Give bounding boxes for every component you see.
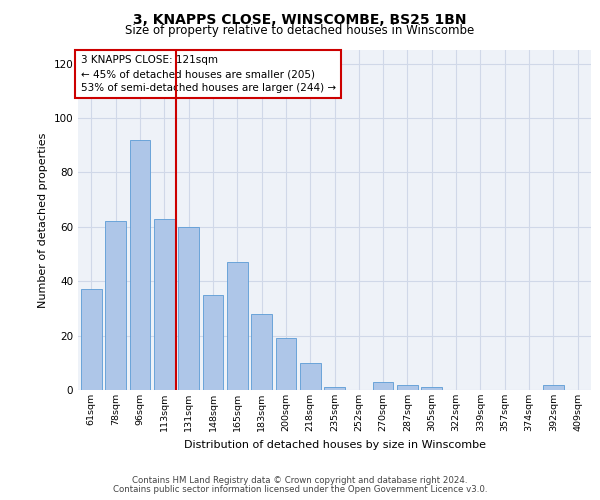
- Bar: [106, 222, 126, 390]
- Bar: [251, 314, 272, 390]
- Bar: [203, 295, 223, 390]
- Text: Contains HM Land Registry data © Crown copyright and database right 2024.: Contains HM Land Registry data © Crown c…: [132, 476, 468, 485]
- Bar: [154, 218, 175, 390]
- Bar: [397, 384, 418, 390]
- Bar: [81, 290, 102, 390]
- Bar: [130, 140, 151, 390]
- Text: Contains public sector information licensed under the Open Government Licence v3: Contains public sector information licen…: [113, 485, 487, 494]
- Bar: [543, 384, 563, 390]
- Bar: [227, 262, 248, 390]
- Y-axis label: Number of detached properties: Number of detached properties: [38, 132, 48, 308]
- Bar: [300, 363, 320, 390]
- Bar: [178, 227, 199, 390]
- Text: Size of property relative to detached houses in Winscombe: Size of property relative to detached ho…: [125, 24, 475, 37]
- Bar: [275, 338, 296, 390]
- Bar: [324, 388, 345, 390]
- Text: 3, KNAPPS CLOSE, WINSCOMBE, BS25 1BN: 3, KNAPPS CLOSE, WINSCOMBE, BS25 1BN: [133, 12, 467, 26]
- Bar: [373, 382, 394, 390]
- Text: 3 KNAPPS CLOSE: 121sqm
← 45% of detached houses are smaller (205)
53% of semi-de: 3 KNAPPS CLOSE: 121sqm ← 45% of detached…: [80, 55, 335, 93]
- Bar: [421, 388, 442, 390]
- X-axis label: Distribution of detached houses by size in Winscombe: Distribution of detached houses by size …: [184, 440, 485, 450]
